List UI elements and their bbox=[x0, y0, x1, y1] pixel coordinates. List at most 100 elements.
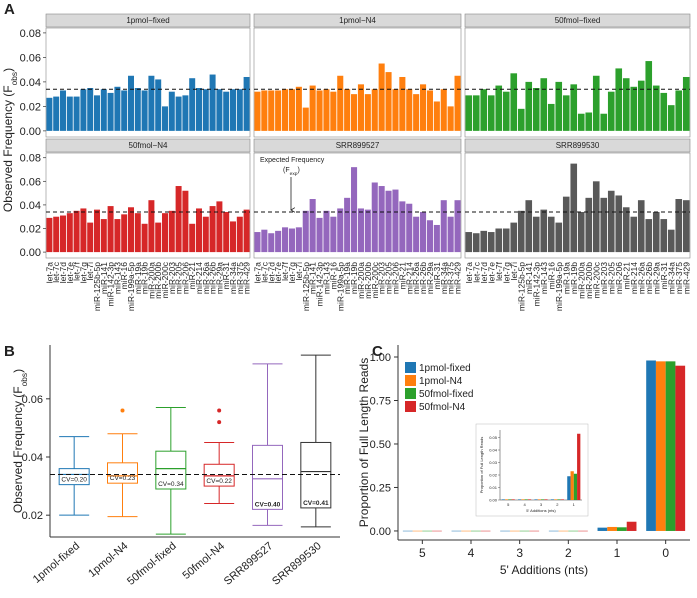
bar bbox=[510, 222, 518, 253]
x-tick-label: miR-143 bbox=[112, 262, 122, 294]
bar bbox=[254, 91, 261, 131]
x-tick-label: miR-429 bbox=[242, 262, 252, 294]
bar bbox=[637, 200, 645, 253]
x-tick-label: miR-16 bbox=[119, 262, 129, 290]
cv-label: CV=0.40 bbox=[255, 501, 281, 508]
x-tick-label: 50fmol-fixed bbox=[125, 540, 179, 588]
facet-strip bbox=[464, 138, 691, 153]
x-tick-label: miR-205 bbox=[384, 262, 394, 294]
bar bbox=[275, 230, 282, 253]
bar bbox=[555, 222, 563, 253]
bar bbox=[243, 76, 250, 131]
bar bbox=[447, 216, 454, 253]
bar bbox=[518, 499, 522, 500]
bar bbox=[371, 182, 378, 253]
y-tick-label: 0.01 bbox=[489, 485, 498, 490]
bar bbox=[440, 200, 447, 253]
y-tick-label: 0.06 bbox=[22, 394, 43, 406]
bar bbox=[532, 88, 540, 131]
bar bbox=[607, 91, 615, 131]
x-tick-label: miR-31 bbox=[432, 262, 442, 290]
bar bbox=[216, 201, 223, 253]
x-tick-label: miR-19a bbox=[342, 262, 352, 294]
bar bbox=[175, 96, 182, 131]
label-part: (F bbox=[283, 167, 290, 174]
y-tick-label: 0.04 bbox=[489, 448, 498, 453]
bar bbox=[652, 211, 660, 253]
bar bbox=[148, 200, 155, 253]
bar bbox=[402, 530, 413, 532]
bar bbox=[330, 216, 337, 253]
bar bbox=[302, 210, 309, 253]
x-tick-label: let-7d bbox=[479, 262, 489, 284]
bar bbox=[420, 211, 427, 253]
bar bbox=[600, 113, 608, 131]
bar bbox=[422, 530, 433, 532]
x-tick-label: miR-29a bbox=[214, 262, 224, 294]
bar bbox=[337, 208, 344, 253]
x-tick-label: miR-19b bbox=[349, 262, 359, 294]
bar bbox=[577, 211, 585, 253]
x-tick-label: miR-214 bbox=[629, 262, 639, 294]
y-tick-label: 0.75 bbox=[370, 395, 391, 407]
legend-swatch bbox=[405, 375, 416, 386]
bar bbox=[524, 499, 528, 500]
x-tick-label: miR-31 bbox=[221, 262, 231, 290]
x-tick-label: miR-200a bbox=[576, 262, 586, 299]
bar bbox=[351, 94, 358, 131]
y-tick-label: 0.02 bbox=[489, 473, 498, 478]
y-tick-label: 0.00 bbox=[20, 247, 41, 259]
x-tick-label: miR-26a bbox=[636, 262, 646, 294]
bar bbox=[73, 96, 80, 131]
bar bbox=[87, 88, 94, 131]
bar bbox=[182, 95, 189, 131]
y-tick-label: 0.00 bbox=[489, 498, 498, 503]
bar bbox=[557, 499, 561, 500]
bar bbox=[537, 499, 541, 500]
bar bbox=[399, 76, 406, 131]
x-tick-label: miR-429 bbox=[453, 262, 463, 294]
annotation: (Fexp) bbox=[283, 167, 300, 177]
bar bbox=[547, 103, 555, 131]
bar bbox=[275, 90, 282, 131]
x-tick-label: miR-206 bbox=[390, 262, 400, 294]
annotation: Expected Frequency bbox=[260, 157, 325, 164]
bar bbox=[209, 206, 216, 253]
label-part: ) bbox=[1, 68, 15, 72]
x-tick-label: let-7i bbox=[85, 262, 95, 281]
y-axis-label: Proportion of Full Length Reads bbox=[357, 358, 371, 527]
bar bbox=[196, 208, 202, 253]
box bbox=[203, 463, 235, 487]
x-tick-label: 1pmol-N4 bbox=[86, 540, 130, 580]
bar bbox=[230, 89, 236, 131]
bar bbox=[196, 88, 202, 131]
x-tick-label: let-7i bbox=[509, 262, 519, 281]
bar bbox=[60, 90, 66, 131]
panel-letter: B bbox=[4, 343, 15, 360]
bar bbox=[665, 361, 676, 531]
bar bbox=[525, 81, 533, 131]
bar bbox=[302, 107, 309, 131]
x-tick-label: let-7g bbox=[501, 262, 511, 284]
bar bbox=[502, 228, 510, 253]
x-tick-label: miR-19b bbox=[140, 262, 150, 294]
bar bbox=[426, 220, 433, 253]
bar bbox=[406, 203, 413, 253]
x-tick-label: let-7f bbox=[280, 261, 290, 281]
bar bbox=[155, 222, 162, 253]
bar bbox=[585, 197, 593, 253]
bar bbox=[540, 78, 548, 131]
bar bbox=[288, 89, 295, 131]
x-tick-label: let-7a bbox=[252, 262, 262, 284]
bar bbox=[344, 89, 351, 131]
x-tick-label: miR-375 bbox=[674, 262, 684, 294]
x-tick-label: miR-142-3p bbox=[531, 262, 541, 307]
bar bbox=[236, 216, 243, 253]
bar bbox=[655, 361, 666, 531]
panel-letter: A bbox=[4, 1, 15, 18]
y-tick-label: 0.02 bbox=[20, 101, 41, 113]
facet-title: 1pmol−fixed bbox=[126, 16, 169, 25]
x-tick-label: miR-200c bbox=[370, 261, 380, 298]
x-tick-label: miR-141 bbox=[308, 262, 318, 294]
x-tick-label: miR-429 bbox=[681, 262, 691, 294]
